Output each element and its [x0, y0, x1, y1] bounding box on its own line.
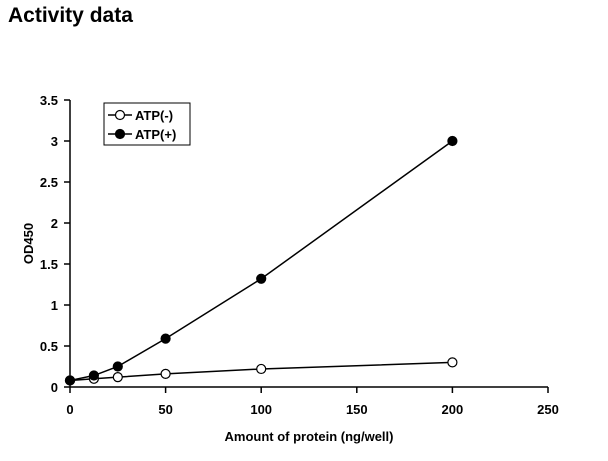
- chart-legend: ATP(-) ATP(+): [103, 102, 191, 146]
- data-point-filled: [256, 273, 267, 284]
- x-axis-title: Amount of protein (ng/well): [225, 429, 394, 444]
- legend-label: ATP(+): [135, 127, 176, 142]
- page-title: Activity data: [8, 4, 133, 27]
- data-point-open: [160, 368, 171, 379]
- x-tick-label: 150: [346, 402, 368, 417]
- data-point-open: [256, 363, 267, 375]
- y-tick-label: 0: [51, 380, 58, 395]
- y-tick-label: 0.5: [40, 339, 58, 354]
- legend-marker-open: [114, 109, 126, 121]
- data-point-open: [447, 357, 458, 368]
- y-tick-label: 1.5: [40, 257, 58, 272]
- x-tick-label: 250: [537, 402, 559, 417]
- y-tick-label: 3.5: [40, 93, 58, 108]
- x-axis-ticks: 0 50 100 150 200 250: [66, 387, 559, 417]
- chart-axes: [69, 100, 548, 388]
- y-tick-label: 2: [51, 216, 58, 231]
- x-tick-label: 100: [250, 402, 272, 417]
- x-tick-label: 0: [66, 402, 73, 417]
- legend-marker-filled: [114, 128, 126, 140]
- legend-label: ATP(-): [135, 108, 173, 123]
- data-point-filled: [447, 135, 458, 147]
- series-atp-plus: [69, 140, 453, 382]
- y-tick-label: 3: [51, 134, 58, 149]
- y-axis-title: OD450: [21, 223, 36, 264]
- data-point-filled: [88, 370, 100, 381]
- series-line: [69, 140, 453, 382]
- data-point-open: [112, 372, 123, 383]
- y-tick-label: 1: [51, 298, 58, 313]
- x-tick-label: 200: [442, 402, 464, 417]
- y-tick-label: 2.5: [40, 175, 58, 190]
- y-axis-ticks: 0 0.5 1 1.5 2 2.5 3 3.5: [40, 93, 70, 395]
- data-point-filled: [64, 375, 76, 386]
- data-point-filled: [160, 333, 171, 344]
- x-tick-label: 50: [158, 402, 172, 417]
- data-point-filled: [112, 361, 123, 372]
- series-layer: [64, 135, 458, 386]
- series-markers: [64, 135, 458, 386]
